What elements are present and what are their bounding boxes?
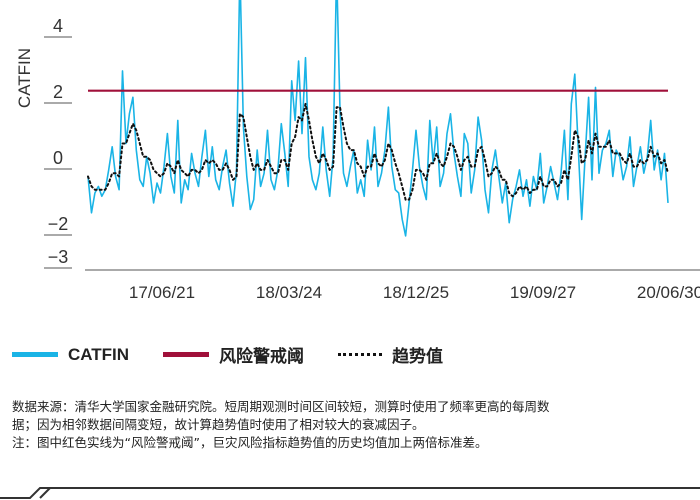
x-tick-label: 17/06/21 — [129, 283, 195, 302]
source-notes: 数据来源：清华大学国家金融研究院。短周期观测时间区间较短，测算时使用了频率更高的… — [12, 398, 700, 452]
legend-label-trend: 趋势值 — [392, 347, 444, 366]
series-layer — [87, 0, 669, 237]
x-tick-label: 19/09/27 — [510, 283, 576, 302]
y-tick-label: 4 — [53, 16, 63, 36]
legend-item-trend: 趋势值 — [338, 342, 443, 367]
x-tick-label: 18/03/24 — [256, 283, 322, 302]
y-axis-label: CATFIN — [15, 48, 34, 108]
y-tick-label: −3 — [48, 247, 69, 267]
legend-item-catfin: CATFIN — [12, 345, 129, 365]
legend-swatch-trend — [338, 353, 383, 356]
note-remark: 注：图中红色实线为“风险警戒阈”，巨灾风险指标趋势值的历史均值加上两倍标准差。 — [12, 435, 488, 450]
y-tick-label: −2 — [48, 214, 69, 234]
legend-label-catfin: CATFIN — [68, 344, 130, 364]
legend-swatch-threshold — [163, 352, 210, 357]
legend-label-threshold: 风险警戒阈 — [219, 347, 305, 366]
legend-item-threshold: 风险警戒阈 — [163, 342, 304, 367]
y-axis: −3 −2 0 2 4 — [44, 16, 72, 269]
note-source-line-1: 数据来源：清华大学国家金融研究院。短周期观测时间区间较短，测算时使用了频率更高的… — [12, 399, 550, 414]
x-tick-label: 18/12/25 — [383, 283, 449, 302]
legend: CATFIN 风险警戒阈 趋势值 — [12, 342, 477, 367]
y-tick-label: 2 — [53, 82, 63, 102]
bottom-decorative-bar — [0, 487, 700, 499]
x-axis: 17/06/21 18/03/24 18/12/25 19/09/27 20/06/30 — [129, 283, 700, 302]
y-tick-label: 0 — [53, 148, 63, 168]
x-tick-label: 20/06/30 — [637, 283, 700, 302]
legend-swatch-catfin — [12, 352, 58, 357]
note-source-line-2: 据；因为相邻数据间隔变短，故计算趋势值时使用了相对较大的衰减因子。 — [12, 417, 425, 432]
series-line-trend — [87, 102, 669, 201]
series-line-catfin — [87, 0, 669, 237]
